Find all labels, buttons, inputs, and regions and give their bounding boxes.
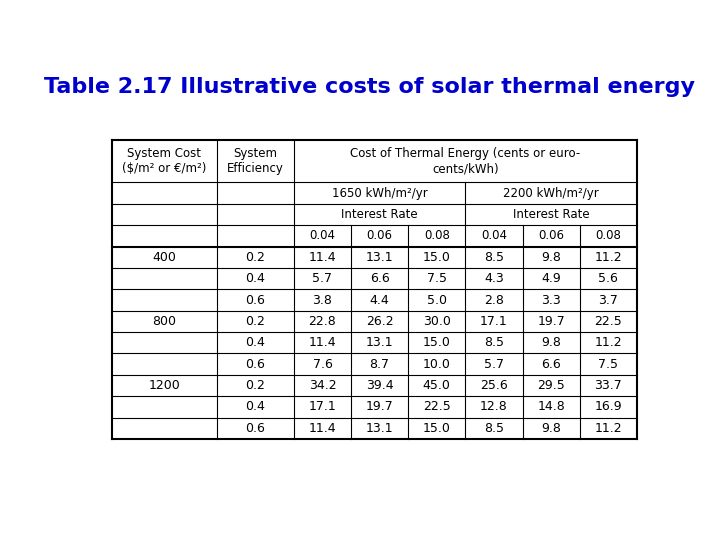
Text: 0.4: 0.4 [246, 272, 265, 285]
Text: 1650 kWh/m²/yr: 1650 kWh/m²/yr [332, 187, 428, 200]
Text: 8.5: 8.5 [484, 336, 504, 349]
Text: System Cost
($/m² or €/m²): System Cost ($/m² or €/m²) [122, 147, 207, 175]
Text: 2200 kWh/m²/yr: 2200 kWh/m²/yr [503, 187, 599, 200]
Text: 17.1: 17.1 [309, 401, 336, 414]
Text: 6.6: 6.6 [370, 272, 390, 285]
Text: 0.2: 0.2 [246, 379, 265, 392]
Text: 11.2: 11.2 [595, 251, 622, 264]
Text: 11.2: 11.2 [595, 336, 622, 349]
Text: 4.4: 4.4 [370, 294, 390, 307]
Text: 33.7: 33.7 [595, 379, 622, 392]
Text: 30.0: 30.0 [423, 315, 451, 328]
Text: 11.4: 11.4 [309, 336, 336, 349]
Text: 22.8: 22.8 [309, 315, 336, 328]
Text: 15.0: 15.0 [423, 422, 451, 435]
Text: 15.0: 15.0 [423, 336, 451, 349]
Text: 8.5: 8.5 [484, 251, 504, 264]
Text: 0.2: 0.2 [246, 251, 265, 264]
Text: 34.2: 34.2 [309, 379, 336, 392]
Text: 800: 800 [153, 315, 176, 328]
Text: 0.4: 0.4 [246, 401, 265, 414]
Text: Table 2.17 Illustrative costs of solar thermal energy: Table 2.17 Illustrative costs of solar t… [43, 77, 695, 97]
Text: 8.5: 8.5 [484, 422, 504, 435]
Text: 3.3: 3.3 [541, 294, 561, 307]
Text: 1200: 1200 [148, 379, 180, 392]
Text: 400: 400 [153, 251, 176, 264]
Text: 7.5: 7.5 [427, 272, 447, 285]
Text: 0.04: 0.04 [481, 230, 507, 242]
Text: Interest Rate: Interest Rate [513, 208, 590, 221]
Text: 7.6: 7.6 [312, 357, 333, 370]
Text: 11.4: 11.4 [309, 422, 336, 435]
Text: 45.0: 45.0 [423, 379, 451, 392]
Text: 29.5: 29.5 [537, 379, 565, 392]
Text: 0.6: 0.6 [246, 422, 265, 435]
Text: 22.5: 22.5 [423, 401, 451, 414]
Text: 11.2: 11.2 [595, 422, 622, 435]
Text: 22.5: 22.5 [595, 315, 622, 328]
Text: 9.8: 9.8 [541, 251, 561, 264]
Text: 15.0: 15.0 [423, 251, 451, 264]
Text: 0.2: 0.2 [246, 315, 265, 328]
Text: 39.4: 39.4 [366, 379, 393, 392]
Text: 0.04: 0.04 [310, 230, 336, 242]
Text: 9.8: 9.8 [541, 422, 561, 435]
Text: 17.1: 17.1 [480, 315, 508, 328]
Text: 0.08: 0.08 [424, 230, 450, 242]
Text: 0.6: 0.6 [246, 294, 265, 307]
Text: 2.8: 2.8 [484, 294, 504, 307]
Text: 0.08: 0.08 [595, 230, 621, 242]
Text: 19.7: 19.7 [537, 315, 565, 328]
Text: 12.8: 12.8 [480, 401, 508, 414]
Text: 4.9: 4.9 [541, 272, 561, 285]
Text: System
Efficiency: System Efficiency [227, 147, 284, 175]
Text: Cost of Thermal Energy (cents or euro-
cents/kWh): Cost of Thermal Energy (cents or euro- c… [350, 147, 580, 175]
Text: 7.5: 7.5 [598, 357, 618, 370]
Text: 16.9: 16.9 [595, 401, 622, 414]
Text: 3.8: 3.8 [312, 294, 333, 307]
Text: 14.8: 14.8 [537, 401, 565, 414]
Text: 4.3: 4.3 [484, 272, 504, 285]
Text: 19.7: 19.7 [366, 401, 394, 414]
Text: 5.7: 5.7 [312, 272, 333, 285]
Text: 3.7: 3.7 [598, 294, 618, 307]
Text: 0.06: 0.06 [538, 230, 564, 242]
Text: 26.2: 26.2 [366, 315, 393, 328]
Text: 5.0: 5.0 [427, 294, 447, 307]
Text: 13.1: 13.1 [366, 422, 393, 435]
Text: 5.7: 5.7 [484, 357, 504, 370]
Text: Interest Rate: Interest Rate [341, 208, 418, 221]
Text: 8.7: 8.7 [369, 357, 390, 370]
Text: 0.6: 0.6 [246, 357, 265, 370]
Text: 13.1: 13.1 [366, 251, 393, 264]
Text: 6.6: 6.6 [541, 357, 561, 370]
Text: 25.6: 25.6 [480, 379, 508, 392]
Text: 11.4: 11.4 [309, 251, 336, 264]
Text: 0.06: 0.06 [366, 230, 392, 242]
Text: 0.4: 0.4 [246, 336, 265, 349]
Text: 9.8: 9.8 [541, 336, 561, 349]
Text: 5.6: 5.6 [598, 272, 618, 285]
Text: 10.0: 10.0 [423, 357, 451, 370]
Text: 13.1: 13.1 [366, 336, 393, 349]
